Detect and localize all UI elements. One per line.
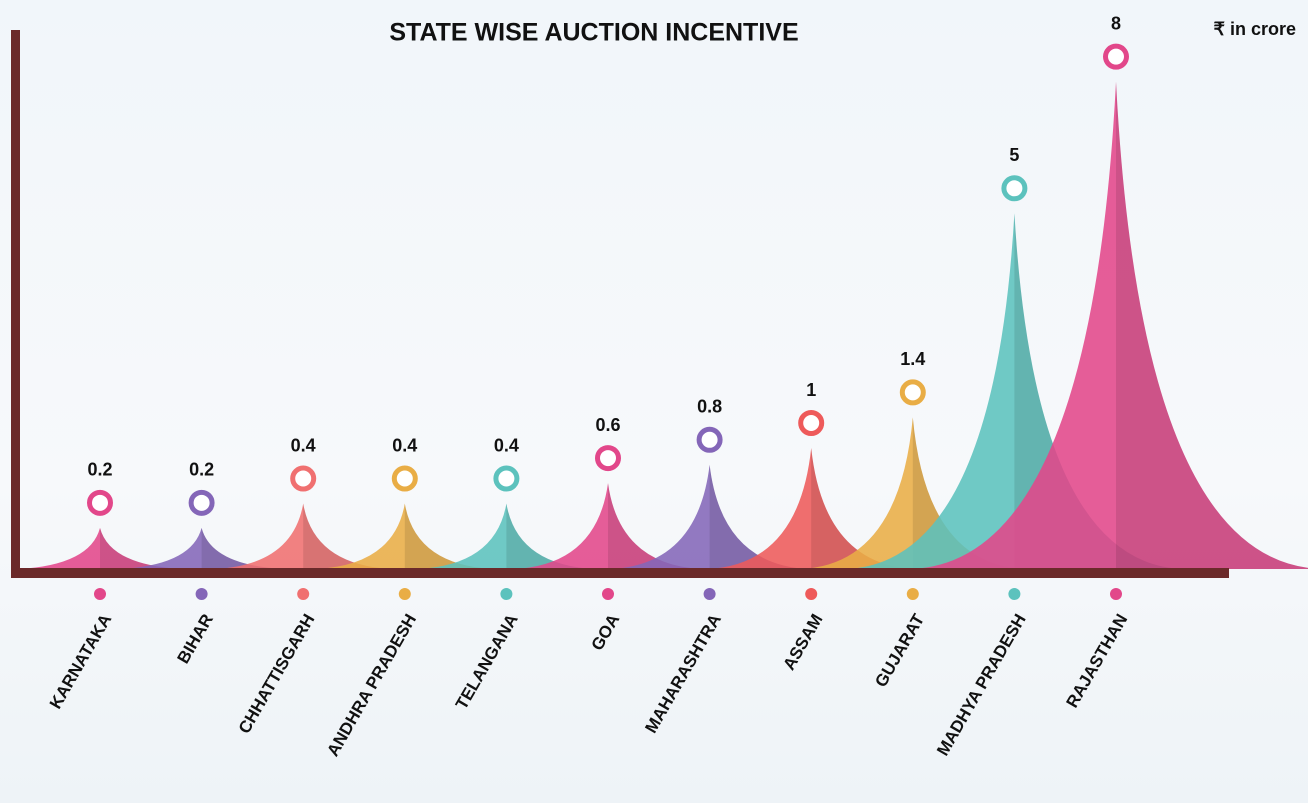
category-dot (297, 588, 310, 600)
peaks (18, 81, 1308, 569)
value-label: 0.6 (595, 415, 620, 435)
category-dot (906, 588, 919, 600)
x-tick-label: GUJARAT (871, 610, 928, 690)
peak-shade (709, 464, 809, 569)
x-tick-label: RAJASTHAN (1062, 611, 1131, 711)
peak-ring (87, 489, 113, 516)
value-label: 0.4 (494, 435, 519, 455)
peak (610, 464, 809, 569)
peak-ring (188, 489, 215, 516)
category-dot (602, 588, 614, 600)
peak-shade (100, 527, 182, 569)
value-label: 0.4 (392, 435, 417, 455)
peak-ring (391, 465, 418, 492)
value-label: 0.8 (697, 397, 722, 417)
category-dot (398, 588, 411, 600)
unit-label: ₹ in crore (1214, 19, 1296, 39)
x-tick-label: MADHYA PRADESH (933, 611, 1030, 759)
x-tick-label: TELANGANA (452, 611, 522, 713)
peak-ring (899, 379, 926, 406)
x-tick-label: KARNATAKA (46, 611, 115, 712)
x-tick-label: MAHARASHTRA (641, 611, 725, 737)
y-axis (11, 30, 20, 578)
value-label: 0.2 (189, 460, 214, 480)
peak-shade (1116, 81, 1308, 569)
peak (18, 527, 182, 569)
peak (418, 503, 595, 569)
peak (844, 213, 1184, 569)
peak-shade (404, 503, 494, 569)
category-dot (805, 588, 818, 600)
chart-title: STATE WISE AUCTION INCENTIVE (389, 19, 798, 47)
value-label: 1 (806, 380, 816, 400)
peak-shade (811, 448, 916, 569)
category-dot (500, 588, 513, 600)
peak (316, 503, 494, 569)
x-tick-label: BIHAR (174, 611, 217, 667)
peak (120, 527, 284, 569)
peak-shade (608, 483, 703, 569)
value-label: 0.4 (291, 435, 316, 455)
category-dot (703, 588, 716, 600)
x-tick-label: GOA (588, 611, 624, 654)
peak-shade (303, 503, 392, 569)
value-label: 5 (1009, 145, 1019, 165)
category-dot (195, 588, 208, 600)
category-dot (1110, 588, 1122, 600)
category-dot (1008, 588, 1021, 600)
x-tick-label: CHHATTISGARH (235, 611, 319, 737)
peak-ring (798, 410, 825, 436)
peak-shade (506, 503, 595, 569)
x-tick-label: ASSAM (779, 611, 826, 674)
value-label: 1.4 (900, 349, 925, 369)
peak-shade (201, 527, 284, 569)
peak-ring (1103, 43, 1129, 70)
peak-ring (696, 426, 723, 453)
peak-ring (290, 465, 317, 492)
peak (513, 483, 703, 569)
peak (909, 81, 1308, 569)
x-tick-label: ANDHRA PRADESH (323, 611, 420, 760)
peak-ring (595, 445, 621, 472)
peak-ring (1001, 175, 1028, 202)
peak-ring (493, 465, 520, 492)
peak (214, 503, 392, 569)
value-label: 0.2 (87, 460, 112, 480)
category-dot (94, 588, 106, 600)
peak (707, 448, 916, 569)
value-label: 8 (1111, 13, 1121, 33)
x-axis (11, 568, 1229, 578)
peak (800, 417, 1026, 569)
